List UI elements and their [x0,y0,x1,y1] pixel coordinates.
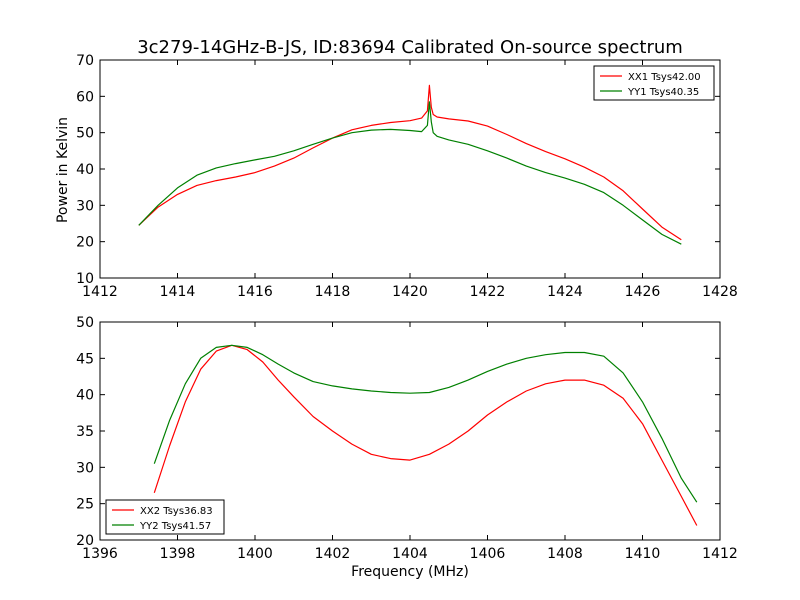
legend-box [593,65,715,101]
x-tick-label: 1406 [470,546,506,562]
y-tick-label: 25 [76,497,94,513]
y-tick-label: 60 [76,89,94,105]
x-tick-label: 1412 [702,546,738,562]
series-line-yy2 [153,344,698,503]
legend-entry: XX1 Tsys42.00 [628,72,701,83]
y-tick-label: 20 [76,235,94,251]
x-tick-label: 1422 [470,284,506,300]
y-axis-label: Power in Kelvin [55,117,71,223]
y-tick-label: 30 [76,198,94,214]
y-tick-label: 50 [76,315,94,331]
y-tick-label: 30 [76,460,94,476]
y-tick-label: 40 [76,388,94,404]
x-tick-label: 1420 [392,284,428,300]
x-tick-label: 1416 [237,284,273,300]
y-tick-label: 35 [76,424,94,440]
legend-entry: YY1 Tsys40.35 [627,87,699,98]
y-tick-label: 40 [76,162,94,178]
legend-entry: XX2 Tsys36.83 [140,506,213,517]
y-tick-label: 45 [76,351,94,367]
y-tick-label: 50 [76,126,94,142]
x-tick-label: 1396 [82,546,118,562]
top-panel: 1412 1414 1416 1418 1420 1422 1424 1426 1428 10 20… [76,53,738,300]
x-tick-label: 1404 [392,546,428,562]
bottom-panel: 1396 1398 1400 1402 1404 1406 1408 1410 1412 20 25… [76,315,738,562]
x-tick-label: 1400 [237,546,273,562]
legend: XX1 Tsys42.00 YY1 Tsys40.35 [593,65,715,101]
x-tick-label: 1414 [160,284,196,300]
legend: XX2 Tsys36.83 YY2 Tsys41.57 [105,499,225,535]
x-tick-label: 1408 [547,546,583,562]
y-tick-label: 10 [76,271,94,287]
x-tick-label: 1424 [547,284,583,300]
series-line-yy1 [138,101,682,245]
x-tick-label: 1426 [625,284,661,300]
x-tick-label: 1402 [315,546,351,562]
legend-entry: YY2 Tsys41.57 [139,521,211,532]
y-tick-label: 20 [76,533,94,549]
y-tick-label: 70 [76,53,94,69]
x-axis-label: Frequency (MHz) [351,564,469,580]
legend-box [105,499,225,535]
x-tick-label: 1428 [702,284,738,300]
x-tick-label: 1412 [82,284,118,300]
x-tick-label: 1418 [315,284,351,300]
series-line-xx2 [153,344,698,526]
x-tick-label: 1398 [160,546,196,562]
figure-title: 3c279-14GHz-B-JS, ID:83694 Calibrated On… [137,37,683,58]
x-tick-label: 1410 [625,546,661,562]
series-line-xx1 [138,84,682,241]
